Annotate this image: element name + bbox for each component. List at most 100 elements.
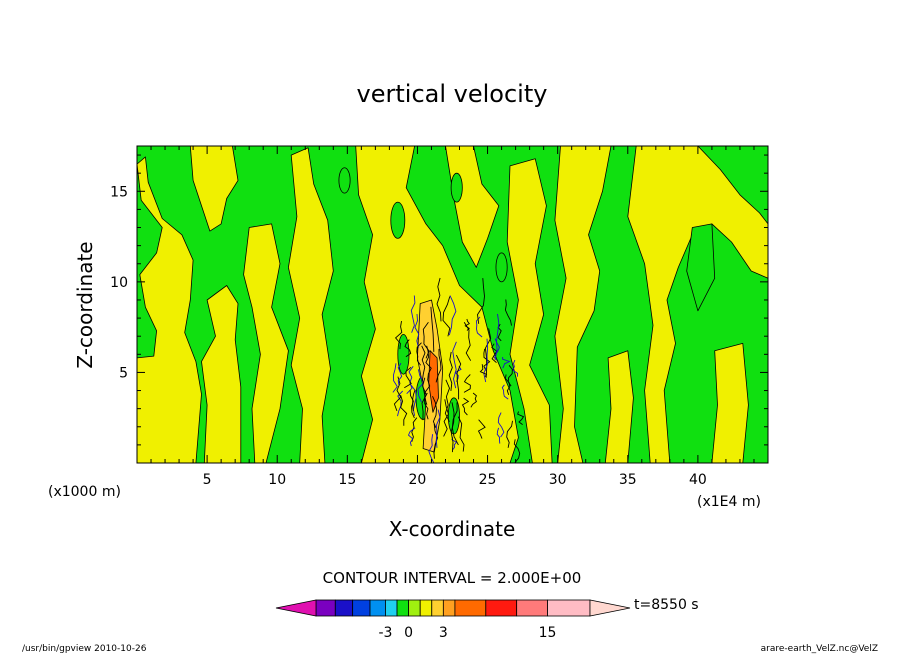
turbulence-contour [470, 392, 477, 408]
turbulence-contour [494, 313, 500, 360]
colorbar-tick-label: 15 [539, 625, 557, 641]
y-tick-label: 10 [110, 275, 128, 291]
updraft-region [137, 156, 202, 463]
turbulence-contour [400, 394, 408, 426]
turbulence-contour [443, 399, 449, 437]
turbulence-contour [504, 299, 512, 326]
x-tick-label: 35 [619, 472, 637, 488]
downdraft-cell [450, 172, 463, 203]
colorbar-swatch [334, 599, 354, 617]
y-tick-label: 5 [119, 365, 128, 381]
colorbar-swatch [419, 599, 433, 617]
turbulence-contour [444, 379, 450, 422]
turbulence-contour [397, 390, 404, 417]
colorbar-swatch [442, 599, 456, 617]
turbulence-contour [432, 396, 437, 428]
colorbar-swatch [454, 599, 487, 617]
downdraft-cell [495, 252, 508, 283]
x-axis-label: X-coordinate [389, 517, 516, 541]
turbulence-contour [393, 376, 402, 412]
turbulence-contour [517, 411, 525, 425]
colorbar-tick-label: 0 [404, 625, 413, 641]
turbulence-contour [424, 373, 431, 405]
turbulence-contour [484, 328, 492, 378]
turbulence-contour [452, 341, 457, 389]
y-axis-label: Z-coordinate [73, 241, 97, 368]
turbulence-contour [425, 345, 432, 375]
x-tick-label: 40 [689, 472, 707, 488]
turbulence-contour [477, 278, 485, 324]
updraft-region [201, 285, 242, 463]
footer-left: /usr/bin/gpview 2010-10-26 [22, 644, 147, 654]
colorbar-tick-label: -3 [378, 625, 392, 641]
colorbar-swatch [352, 599, 371, 617]
colorbar-swatch [385, 599, 398, 617]
downdraft-cell [397, 333, 410, 375]
axis-ticks: 5 10 15 20 25 30 35 40 5 10 15 [110, 146, 768, 488]
turbulence-contour [457, 416, 465, 452]
turbulence-contour [464, 318, 470, 331]
downdraft-region [686, 223, 716, 312]
turbulence-contour [417, 369, 425, 403]
colorbar-over-arrow [589, 599, 631, 617]
x-tick-label: 5 [203, 472, 212, 488]
turbulence-contour [475, 316, 483, 338]
plot-frame [136, 145, 769, 464]
turbulence-contour [392, 363, 398, 393]
x-tick-label: 20 [409, 472, 427, 488]
turbulence-contour [463, 321, 472, 361]
footer-right: arare-earth_VelZ.nc@VelZ [761, 644, 878, 654]
x-tick-label: 15 [338, 472, 356, 488]
turbulence-contour [497, 412, 505, 438]
turbulence-contour [506, 420, 513, 448]
contour-interval-text: CONTOUR INTERVAL = 2.000E+00 [323, 569, 582, 587]
turbulence-contour [483, 338, 489, 383]
x-tick-label: 25 [479, 472, 497, 488]
turbulence-contour [479, 364, 488, 378]
colorbar-swatch [369, 599, 386, 617]
updraft-region [288, 147, 334, 463]
turbulence-contour [435, 409, 441, 448]
turbulence-contour [491, 343, 498, 363]
turbulence-contour [416, 342, 422, 366]
velocity-field [137, 146, 768, 463]
turbulence-contour [461, 397, 470, 416]
turbulence-contour [507, 365, 513, 387]
x-unit-label: (x1E4 m) [697, 494, 761, 510]
turbulence-contour [409, 389, 415, 419]
turbulence-contour [397, 362, 403, 386]
colorbar-under-arrow [275, 599, 317, 617]
colorbar-swatch [396, 599, 410, 617]
x-tick-label: 30 [549, 472, 567, 488]
turbulence-contour [448, 351, 453, 391]
turbulence-contour [430, 306, 435, 352]
colorbar-swatch [547, 599, 591, 617]
updraft-region [554, 146, 612, 463]
colorbar-tick-label: 3 [439, 625, 448, 641]
downdraft-cell [390, 201, 406, 239]
updraft-region [189, 146, 239, 232]
turbulence-contour [451, 402, 459, 446]
turbulence-contour [407, 427, 416, 447]
turbulence-contour [504, 374, 511, 395]
colorbar-swatch [485, 599, 518, 617]
turbulence-contour [502, 356, 511, 369]
turbulence-contour [436, 277, 442, 322]
chart-title: vertical velocity [357, 80, 548, 108]
colorbar: -3 0 3 15 [275, 599, 631, 641]
turbulence-contour [410, 295, 416, 333]
turbulence-contour [513, 439, 521, 463]
updraft-region [627, 146, 768, 463]
y-unit-label: (x1000 m) [48, 484, 121, 500]
turbulence-contour [512, 359, 519, 377]
colorbar-swatch [516, 599, 548, 617]
time-label: t=8550 s [634, 597, 699, 613]
updraft-region [506, 158, 553, 463]
turbulence-contour [435, 348, 442, 383]
colorbar-swatch [315, 599, 336, 617]
colorbar-swatch [408, 599, 421, 617]
turbulence-contour [501, 384, 509, 400]
field-blobs [137, 146, 768, 463]
turbulence-contour [404, 339, 412, 358]
